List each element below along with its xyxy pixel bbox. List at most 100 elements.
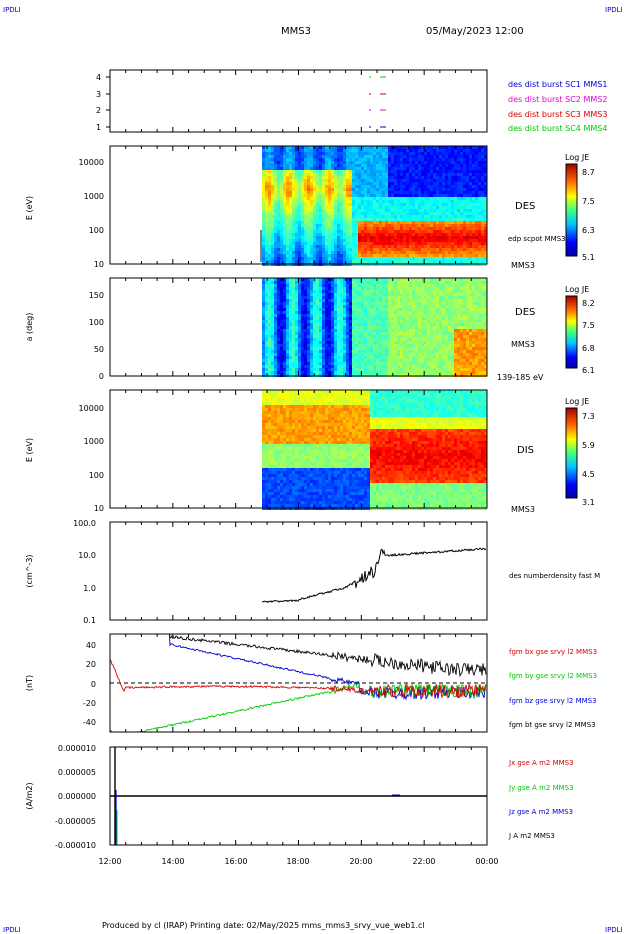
des-energy-panel: E (eV) 10000 1000 100 10 DES edp scpot M… xyxy=(25,145,595,270)
burst-ytick-1: 1 xyxy=(96,123,101,132)
dis-energy-colorbar xyxy=(565,407,578,499)
dis-energy-sc-label: MMS3 xyxy=(511,505,535,514)
des-energy-spectrogram xyxy=(260,146,487,266)
dis-energy-ylabel: E (eV) xyxy=(25,438,34,462)
des-pitch-cbar-tick-2: 6.8 xyxy=(582,344,595,353)
des-pitch-colorbar xyxy=(565,295,578,369)
b-ylabel: (nT) xyxy=(25,675,34,691)
des-pitch-cbar-tick-1: 7.5 xyxy=(582,321,595,330)
density-ylabel: (cm^-3) xyxy=(25,554,34,587)
burst-legend-4: des dist burst SC4 MMS4 xyxy=(508,124,607,133)
des-energy-ytick-100: 100 xyxy=(89,226,104,235)
density-ytick-10: 10.0 xyxy=(78,551,96,560)
bx-series-line xyxy=(110,659,487,699)
dis-energy-ytick-10000: 10000 xyxy=(79,404,104,413)
density-ytick-0.1: 0.1 xyxy=(83,616,96,625)
time-tick-0: 12:00 xyxy=(98,857,121,866)
b-ytick-20: 20 xyxy=(86,660,96,669)
burst-ytick-4: 4 xyxy=(96,73,101,82)
b-ytick-40: 40 xyxy=(86,641,96,650)
time-tick-6: 00:00 xyxy=(475,857,498,866)
density-ytick-100: 100.0 xyxy=(73,519,96,528)
minor-ticks xyxy=(109,70,488,845)
mission-title: MMS3 xyxy=(281,26,311,37)
burst-ytick-3: 3 xyxy=(96,90,101,99)
dis-energy-label: DIS xyxy=(517,445,534,456)
j-ytick-3: -0.000005 xyxy=(55,817,96,826)
b-legend-bz: fgm bz gse srvy l2 MMS3 xyxy=(509,697,597,705)
current-panel: (A/m2) 0.000010 0.000005 0.000000 -0.000… xyxy=(25,744,574,850)
burst-panel: 4 3 2 1 des dist burst SC1 MMS1 des dist… xyxy=(96,69,607,133)
des-energy-ytick-10000: 10000 xyxy=(79,158,104,167)
j-legend-jx: Jx gse A m2 MMS3 xyxy=(508,759,574,767)
des-pitch-range-label: 139-185 eV xyxy=(497,373,544,382)
des-pitch-cbar-tick-3: 6.1 xyxy=(582,366,595,375)
j-legend-jz: Jz gse A m2 MMS3 xyxy=(508,808,573,816)
j-ylabel: (A/m2) xyxy=(25,782,34,809)
b-legend-bx: fgm bx gse srvy l2 MMS3 xyxy=(509,648,597,656)
time-tick-4: 20:00 xyxy=(349,857,372,866)
corner-label-right: IPDLI xyxy=(605,6,623,14)
j-ytick-0: 0.000010 xyxy=(58,744,96,753)
des-pitch-ytick-50: 50 xyxy=(94,345,104,354)
time-tick-5: 22:00 xyxy=(412,857,435,866)
j-ytick-4: -0.000010 xyxy=(55,841,96,850)
b-ytick-neg40: -40 xyxy=(83,718,96,727)
burst-legend-3: des dist burst SC3 MMS3 xyxy=(508,110,607,119)
burst-legend-2: des dist burst SC2 MMS2 xyxy=(508,95,607,104)
density-panel: (cm^-3) 100.0 10.0 1.0 0.1 des numberden… xyxy=(25,519,600,625)
des-energy-label: DES xyxy=(515,201,535,212)
des-energy-cbar-tick-0: 8.7 xyxy=(582,168,595,177)
des-energy-cbar-tick-1: 7.5 xyxy=(582,197,595,206)
corner-label-left: IPDLI xyxy=(3,6,21,14)
time-axis: 12:00 14:00 16:00 18:00 20:00 22:00 00:0… xyxy=(98,857,498,866)
dis-energy-ytick-10: 10 xyxy=(94,504,104,513)
dis-energy-panel: E (eV) 10000 1000 100 10 DIS MMS3 Log JE… xyxy=(25,389,595,514)
time-tick-2: 16:00 xyxy=(224,857,247,866)
des-energy-ylabel: E (eV) xyxy=(25,196,34,220)
des-pitch-ytick-0: 0 xyxy=(99,372,104,381)
j-legend-j: J A m2 MMS3 xyxy=(508,832,555,840)
magnetic-field-panel: (nT) 40 20 0 -20 -40 fgm bx gse srvy l2 … xyxy=(25,633,597,733)
des-pitch-spectrogram xyxy=(262,278,487,377)
burst-yticks: 4 3 2 1 xyxy=(96,73,110,132)
des-pitch-ylabel: a (deg) xyxy=(25,313,34,342)
footer-corner-right: IPDLI xyxy=(605,926,623,934)
j-legend-jy: Jy gse A m2 MMS3 xyxy=(508,784,574,792)
footer-text: Produced by cl (IRAP) Printing date: 02/… xyxy=(102,921,425,930)
b-legend-bt: fgm bt gse srvy l2 MMS3 xyxy=(509,721,596,729)
des-pitch-panel: a (deg) 150 100 50 0 DES MMS3 139-185 eV… xyxy=(25,277,595,382)
des-energy-cbar-title: Log JE xyxy=(565,153,589,162)
dis-energy-spectrogram xyxy=(262,390,487,510)
burst-frame xyxy=(109,69,488,133)
dis-energy-cbar-tick-1: 5.9 xyxy=(582,441,595,450)
burst-legend-1: des dist burst SC1 MMS1 xyxy=(508,80,607,89)
time-tick-3: 18:00 xyxy=(286,857,309,866)
burst-ytick-2: 2 xyxy=(96,106,101,115)
density-ytick-1: 1.0 xyxy=(83,584,96,593)
des-pitch-sc-label: MMS3 xyxy=(511,340,535,349)
b-ytick-neg20: -20 xyxy=(83,699,96,708)
dis-energy-cbar-tick-0: 7.3 xyxy=(582,412,595,421)
des-pitch-label: DES xyxy=(515,307,535,318)
dis-energy-ytick-1000: 1000 xyxy=(84,437,104,446)
bz-series-line xyxy=(168,634,487,701)
des-energy-ytick-10: 10 xyxy=(94,260,104,269)
des-energy-cbar-tick-3: 5.1 xyxy=(582,253,595,262)
des-pitch-cbar-tick-0: 8.2 xyxy=(582,299,595,308)
des-energy-sc-label: MMS3 xyxy=(511,261,535,270)
bt-series-line xyxy=(169,634,487,678)
dis-energy-ytick-100: 100 xyxy=(89,471,104,480)
des-pitch-cbar-title: Log JE xyxy=(565,285,589,294)
des-pitch-ytick-100: 100 xyxy=(89,318,104,327)
density-legend: des numberdensity fast M xyxy=(509,572,600,580)
des-energy-cbar-tick-2: 6.3 xyxy=(582,226,595,235)
dis-energy-cbar-tick-3: 3.1 xyxy=(582,498,595,507)
time-tick-1: 14:00 xyxy=(161,857,184,866)
density-frame xyxy=(109,521,488,621)
dis-energy-cbar-tick-2: 4.5 xyxy=(582,470,595,479)
density-series-line xyxy=(261,547,487,604)
j-ytick-2: 0.000000 xyxy=(58,792,96,801)
b-ytick-0: 0 xyxy=(91,680,96,689)
